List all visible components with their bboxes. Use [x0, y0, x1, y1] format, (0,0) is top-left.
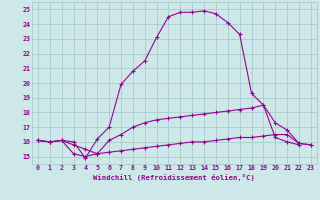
X-axis label: Windchill (Refroidissement éolien,°C): Windchill (Refroidissement éolien,°C) [93, 174, 255, 181]
